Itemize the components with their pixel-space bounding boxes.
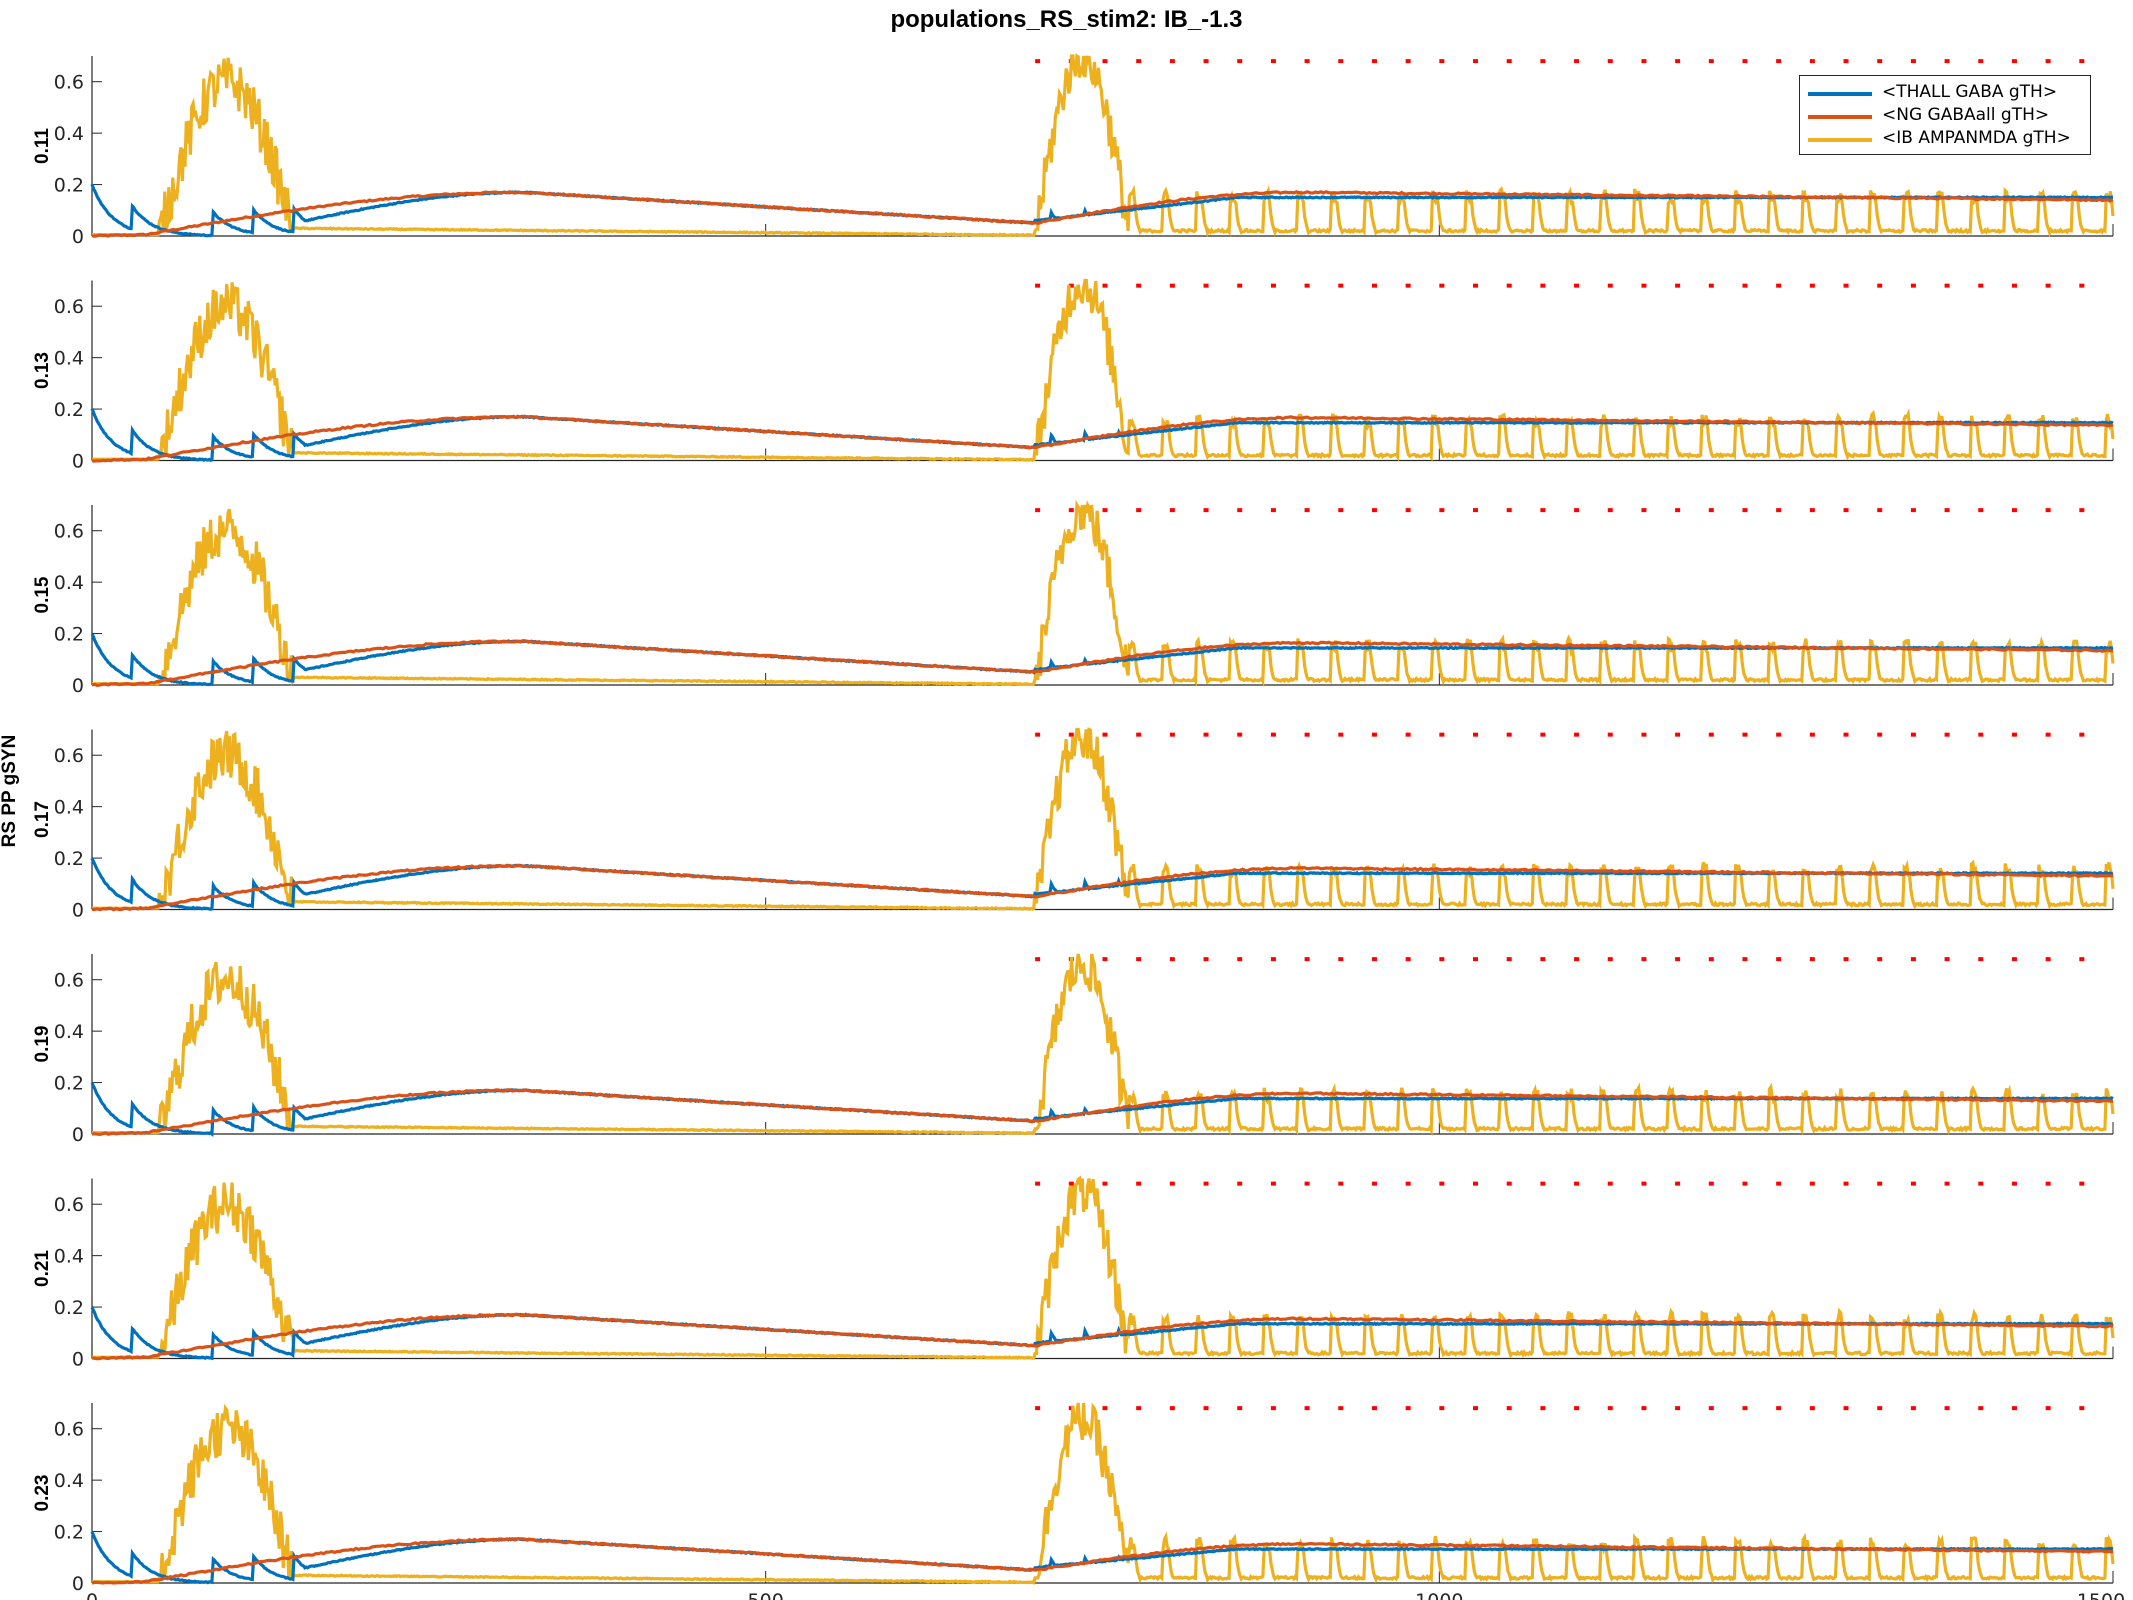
- y-tick-label: 0.2: [54, 1522, 84, 1544]
- legend-entry-ib: <IB AMPANMDA gTH>: [1808, 128, 2083, 150]
- legend-label-ng: <NG GABAall gTH>: [1882, 105, 2050, 125]
- y-tick-label: 0.2: [54, 1073, 84, 1095]
- y-tick-label: 0.4: [54, 348, 84, 370]
- series-ng-line: [91, 414, 2114, 463]
- panel-7: 0 0.2 0.4 0.6 0.23: [32, 1402, 2115, 1595]
- y-tick-label: 0.2: [54, 848, 84, 870]
- panel-1: 0 0.2 0.4 0.6 0.11: [32, 53, 2115, 248]
- y-tick-label: 0.2: [54, 624, 84, 646]
- y-tick-label: 0.4: [54, 572, 84, 594]
- panel-label: 0.13: [32, 352, 53, 389]
- chart-title: populations_RS_stim2: IB_-1.3: [890, 6, 1243, 33]
- legend-entry-ng: <NG GABAall gTH>: [1808, 105, 2083, 127]
- y-tick-label: 0.6: [54, 1194, 84, 1216]
- series-ng-line: [91, 1537, 2114, 1585]
- y-tick-label: 0: [72, 1349, 84, 1371]
- series-ng-line: [91, 638, 2114, 688]
- series-ib-line: [92, 727, 2115, 912]
- legend-label-thall: <THALL GABA gTH>: [1882, 82, 2058, 102]
- x-tick-label: 1000: [1415, 1590, 1463, 1600]
- y-tick-label: 0.6: [54, 970, 84, 992]
- y-tick-label: 0.2: [54, 399, 84, 421]
- y-tick-label: 0.6: [54, 72, 84, 94]
- y-tick-label: 0.4: [54, 1021, 84, 1043]
- series-ng-line: [91, 863, 2114, 912]
- legend-label-ib: <IB AMPANMDA gTH>: [1882, 128, 2071, 148]
- y-tick-label: 0.6: [54, 745, 84, 767]
- panel-label: 0.19: [32, 1026, 53, 1063]
- panel-label: 0.11: [32, 128, 53, 164]
- y-tick-label: 0.4: [54, 123, 84, 145]
- series-ib-line: [92, 53, 2115, 238]
- y-tick-label: 0.4: [54, 797, 84, 819]
- series-ib-line: [92, 1402, 2115, 1585]
- y-tick-label: 0: [72, 1573, 84, 1595]
- panel-2: 0 0.2 0.4 0.6 0.13: [32, 278, 2115, 473]
- legend-swatch-ng: [1808, 115, 1872, 119]
- legend: <THALL GABA gTH> <NG GABAall gTH> <IB AM…: [1799, 75, 2091, 155]
- series-ib-line: [92, 1175, 2115, 1360]
- panel-3: 0 0.2 0.4 0.6 0.15: [32, 499, 2115, 697]
- legend-entry-thall: <THALL GABA gTH>: [1808, 82, 2083, 104]
- y-tick-label: 0: [72, 675, 84, 697]
- panel-6: 0 0.2 0.4 0.6 0.21: [32, 1175, 2115, 1371]
- panel-label: 0.15: [32, 576, 53, 613]
- series-ng-line: [91, 190, 2114, 238]
- y-tick-label: 0.6: [54, 296, 84, 318]
- series-ib-line: [92, 278, 2115, 463]
- panel-5: 0 0.2 0.4 0.6 0.19: [32, 953, 2115, 1146]
- series-ng-line: [91, 1312, 2114, 1361]
- y-tick-label: 0.2: [54, 1297, 84, 1319]
- y-tick-label: 0.4: [54, 1470, 84, 1492]
- legend-swatch-thall: [1808, 92, 1872, 96]
- y-tick-label: 0: [72, 1124, 84, 1146]
- series-ib-line: [92, 953, 2115, 1137]
- series-ng-line: [91, 1088, 2114, 1137]
- legend-swatch-ib: [1808, 138, 1872, 142]
- y-tick-label: 0: [72, 451, 84, 473]
- panel-label: 0.17: [32, 801, 53, 838]
- panel-4: 0 0.2 0.4 0.6 0.17: [32, 727, 2115, 922]
- panel-label: 0.21: [32, 1250, 53, 1287]
- y-tick-label: 0.6: [54, 521, 84, 543]
- panel-label: 0.23: [32, 1475, 53, 1512]
- y-tick-label: 0: [72, 900, 84, 922]
- y-tick-label: 0.2: [54, 175, 84, 197]
- y-tick-label: 0: [72, 226, 84, 248]
- y-tick-label: 0.4: [54, 1246, 84, 1268]
- y-tick-label: 0.6: [54, 1419, 84, 1441]
- x-tick-label: 0: [86, 1590, 98, 1600]
- x-tick-label: 500: [748, 1590, 784, 1600]
- series-ib-line: [92, 499, 2115, 688]
